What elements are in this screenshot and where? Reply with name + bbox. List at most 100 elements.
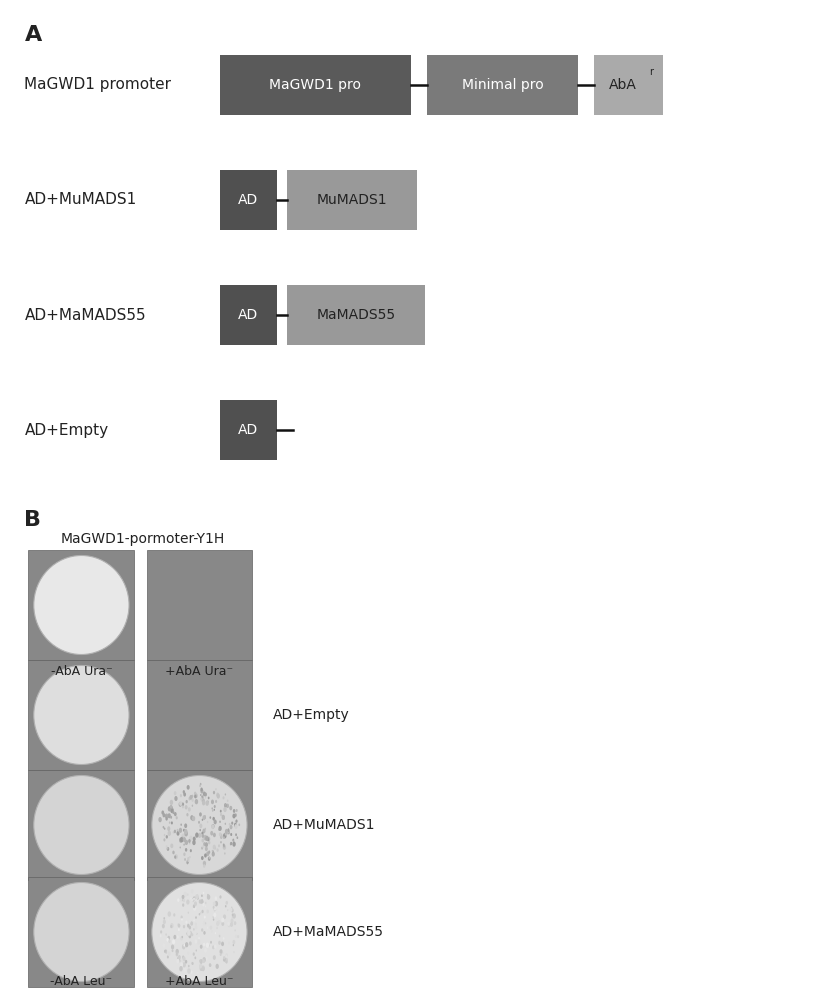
Ellipse shape: [232, 842, 236, 847]
Ellipse shape: [203, 864, 205, 868]
Ellipse shape: [194, 792, 196, 795]
Ellipse shape: [228, 923, 230, 927]
FancyBboxPatch shape: [287, 170, 417, 230]
Ellipse shape: [200, 912, 202, 914]
Ellipse shape: [182, 833, 185, 839]
Ellipse shape: [234, 929, 236, 931]
Ellipse shape: [183, 852, 186, 856]
FancyBboxPatch shape: [594, 55, 663, 115]
Text: -AbA Leu⁻: -AbA Leu⁻: [50, 975, 112, 988]
Ellipse shape: [225, 901, 228, 905]
Ellipse shape: [184, 858, 186, 861]
Text: AD: AD: [239, 423, 258, 437]
Ellipse shape: [208, 944, 209, 947]
Ellipse shape: [151, 882, 247, 982]
Ellipse shape: [205, 922, 206, 924]
Ellipse shape: [223, 843, 225, 846]
Ellipse shape: [212, 845, 216, 850]
Ellipse shape: [168, 918, 169, 921]
Ellipse shape: [232, 814, 235, 818]
Ellipse shape: [204, 948, 207, 953]
Text: AD+Empty: AD+Empty: [24, 422, 108, 438]
Ellipse shape: [213, 833, 216, 837]
Ellipse shape: [200, 789, 204, 794]
FancyBboxPatch shape: [147, 770, 252, 880]
Ellipse shape: [227, 922, 230, 926]
Ellipse shape: [211, 824, 214, 829]
Ellipse shape: [191, 795, 194, 798]
Ellipse shape: [172, 949, 173, 952]
Ellipse shape: [189, 836, 193, 841]
Ellipse shape: [232, 913, 236, 919]
FancyBboxPatch shape: [28, 550, 134, 660]
Ellipse shape: [208, 797, 209, 799]
Ellipse shape: [234, 813, 237, 817]
FancyBboxPatch shape: [220, 400, 277, 460]
Ellipse shape: [209, 963, 211, 967]
Ellipse shape: [209, 964, 212, 967]
Ellipse shape: [204, 842, 206, 846]
Ellipse shape: [205, 836, 207, 840]
Ellipse shape: [185, 848, 187, 852]
Ellipse shape: [195, 949, 197, 952]
Ellipse shape: [164, 950, 166, 953]
Ellipse shape: [229, 923, 230, 926]
Ellipse shape: [202, 800, 205, 805]
Ellipse shape: [182, 962, 186, 967]
Ellipse shape: [186, 860, 189, 863]
Ellipse shape: [183, 829, 185, 832]
Ellipse shape: [182, 903, 184, 907]
Ellipse shape: [182, 936, 183, 938]
Ellipse shape: [170, 800, 173, 805]
Ellipse shape: [183, 844, 185, 846]
Ellipse shape: [230, 806, 232, 810]
Ellipse shape: [197, 896, 199, 900]
Ellipse shape: [203, 861, 206, 866]
Ellipse shape: [231, 906, 233, 909]
Text: MaGWD1 pro: MaGWD1 pro: [269, 78, 361, 92]
Ellipse shape: [180, 794, 182, 797]
Ellipse shape: [195, 894, 199, 899]
Ellipse shape: [190, 815, 194, 820]
Ellipse shape: [180, 936, 183, 941]
Ellipse shape: [176, 952, 178, 957]
Ellipse shape: [218, 920, 221, 924]
Ellipse shape: [212, 807, 213, 810]
Ellipse shape: [163, 920, 166, 924]
FancyBboxPatch shape: [287, 285, 425, 345]
Ellipse shape: [168, 951, 170, 956]
Ellipse shape: [170, 805, 173, 808]
Ellipse shape: [177, 959, 179, 963]
Ellipse shape: [183, 944, 186, 947]
Ellipse shape: [207, 821, 208, 823]
Ellipse shape: [234, 821, 237, 824]
Ellipse shape: [212, 850, 214, 853]
Ellipse shape: [234, 824, 238, 829]
Ellipse shape: [229, 823, 230, 826]
Ellipse shape: [217, 927, 218, 929]
Ellipse shape: [212, 918, 214, 921]
Ellipse shape: [235, 819, 238, 823]
Text: AD+Empty: AD+Empty: [273, 708, 349, 722]
Ellipse shape: [190, 970, 193, 974]
Ellipse shape: [186, 931, 190, 936]
Text: AD+MuMADS1: AD+MuMADS1: [24, 192, 137, 208]
Ellipse shape: [179, 946, 182, 950]
Ellipse shape: [171, 945, 174, 949]
Ellipse shape: [186, 899, 190, 905]
Ellipse shape: [174, 855, 177, 859]
Ellipse shape: [191, 933, 193, 936]
Ellipse shape: [166, 938, 169, 942]
Ellipse shape: [186, 785, 190, 790]
Ellipse shape: [201, 910, 204, 913]
Ellipse shape: [222, 796, 225, 799]
Ellipse shape: [215, 788, 217, 790]
Ellipse shape: [189, 941, 192, 946]
Ellipse shape: [201, 847, 203, 850]
Ellipse shape: [186, 933, 187, 935]
Ellipse shape: [200, 797, 203, 801]
Ellipse shape: [200, 788, 203, 791]
Ellipse shape: [34, 882, 129, 982]
Ellipse shape: [200, 794, 202, 796]
Ellipse shape: [173, 811, 174, 814]
